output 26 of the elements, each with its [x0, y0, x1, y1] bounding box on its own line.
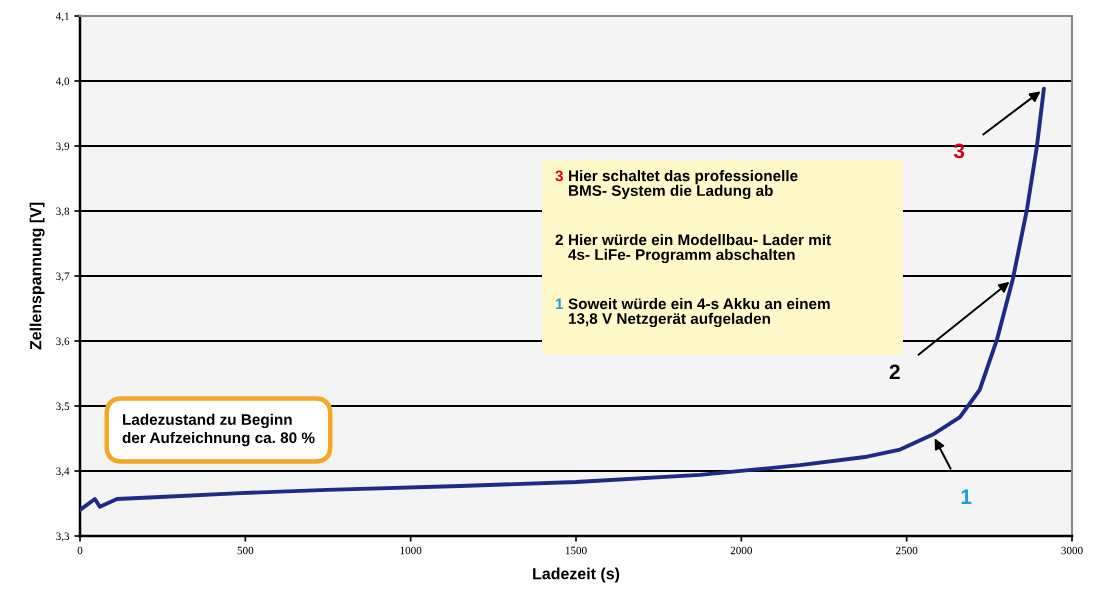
annotation: Ladezustand zu Beginn der Aufzeichnung ca. 80 % [122, 413, 315, 447]
y-axis-title: Zellenspannung [V] [29, 202, 45, 350]
x-tick-label: 1500 [565, 546, 587, 555]
annotation: 2 Hier würde ein Modellbau- Lader mit 4s- LiFe- Programm abschalten [555, 234, 831, 264]
y-tick-label: 3,9 [56, 142, 70, 152]
y-tick-label: 3,5 [56, 402, 70, 412]
x-tick-label: 2500 [896, 546, 918, 555]
y-tick-label: 4,1 [55, 12, 69, 22]
x-tick-label: 0 [77, 546, 83, 555]
annotation: 1 [961, 489, 972, 504]
annotation: 2 [889, 364, 900, 380]
annotation: 3 [953, 143, 965, 159]
x-tick-label: 500 [237, 546, 254, 555]
y-tick-label: 4,0 [55, 77, 70, 87]
y-tick-label: 3,7 [56, 272, 70, 282]
x-tick-label: 1000 [400, 546, 422, 555]
y-tick-label: 3,6 [56, 337, 70, 347]
line-series [80, 86, 1046, 512]
annotation: 3 Hier schaltet das professionelle BMS- System die Ladung ab [555, 170, 798, 200]
y-tick-label: 3,4 [56, 467, 70, 477]
x-tick-label: 3000 [1061, 546, 1083, 555]
y-tick-label: 3,8 [56, 207, 70, 217]
x-axis-title: Ladezeit (s) [533, 567, 620, 583]
y-tick-label: 3,3 [56, 532, 70, 542]
x-tick-label: 2000 [730, 546, 753, 555]
annotation: 1 Soweit würde ein 4-s Akku an einem 13,8 V Netzgerät aufgeladen [555, 298, 830, 328]
